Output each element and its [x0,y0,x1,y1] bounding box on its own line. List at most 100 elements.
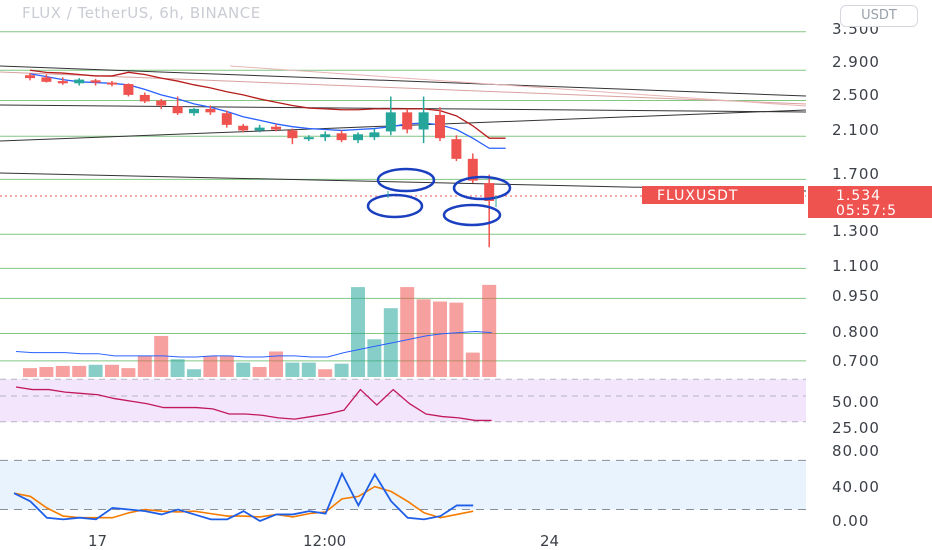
volume-bar [23,368,37,377]
candle-body [484,183,495,201]
volume-bar [318,369,333,377]
last-price-badge-bg [808,186,932,218]
stoch-k-line [13,471,474,522]
price-tick-label: 2.100 [832,121,880,139]
candle-body [418,112,429,130]
volume-bar [465,352,480,377]
candle-body [57,81,68,84]
volume-ma-line [15,330,492,358]
price-tick-label: 0.700 [832,352,880,370]
candle-body [221,113,232,125]
rsi-tick-label: 25.00 [832,419,880,437]
volume-bar [72,365,87,377]
price-tick-label: 2.500 [832,86,880,104]
volume-bar [449,302,464,377]
volume-bar [351,287,365,377]
volume-bar [236,362,251,377]
time-axis[interactable]: 17 12:00 24 [88,532,559,550]
candle-body [353,134,363,141]
time-tick-label: 24 [540,532,559,550]
stoch-rsi-pane [13,471,474,522]
candle-body [467,158,478,181]
price-tick-label: 0.800 [832,323,880,341]
candle-body [369,132,380,138]
candle-body [238,125,249,131]
volume-bar [88,364,103,377]
trendline [0,71,807,105]
price-tick-label: 1.300 [832,222,880,240]
pane-decorations [0,31,806,511]
volume-bar [252,367,267,377]
candle-body [402,112,413,130]
candle-body [74,79,85,84]
candle-body [139,94,150,102]
candle-body [189,108,199,114]
stoch-band [0,460,806,510]
annotation-circle [376,167,436,193]
annotation-circle [366,193,424,219]
last-price-badge: 1.534 05:57:5 [808,186,932,219]
volume-bar [433,301,447,377]
chart-title: FLUX / TetherUS, 6h, BINANCE [22,4,261,22]
stoch-d-line [13,485,474,519]
candle-body [254,127,265,131]
stoch-axis[interactable]: 80.00 40.00 0.00 [832,442,880,530]
rsi-axis[interactable]: 50.00 25.00 [832,393,880,437]
candle-body [336,133,347,141]
rsi-tick-label: 50.00 [832,393,880,411]
currency-button[interactable]: USDT [840,5,918,27]
bar-countdown: 05:57:5 [836,203,897,219]
volume-bar [400,287,415,377]
time-tick-label: 17 [88,532,107,550]
volume-bar [334,363,349,377]
volume-bar [121,368,136,377]
stoch-tick-label: 40.00 [832,478,880,496]
candle-body [41,77,52,82]
volume-bar [203,355,218,377]
candle-body [451,139,462,159]
price-tick-label: 1.100 [832,257,880,275]
volume-bar [482,284,497,377]
volume-bar [154,335,169,377]
stoch-tick-label: 80.00 [832,442,880,460]
volume-bar [105,364,119,377]
candle-body [435,114,445,139]
candle-body [123,84,134,95]
candle-body [271,126,281,130]
candle-body [303,137,314,140]
volume-bar [187,369,201,377]
rsi-band [0,379,806,422]
annotation-circle [452,175,512,201]
volume-bar [367,339,382,377]
volume-bar [301,362,316,377]
volume-pane [15,284,497,377]
symbol-price-tag: FLUXUSDT [642,186,804,204]
volume-bar [39,367,54,377]
annotation-circle [442,203,502,227]
candlestick-series[interactable] [25,73,495,248]
volume-bar [219,355,234,377]
candle-body [90,80,101,83]
volume-bar [137,355,152,377]
rsi-line [15,386,492,422]
candle-body [156,100,167,106]
trendline [229,65,807,107]
candle-body [320,134,331,138]
volume-bar [416,299,431,377]
stoch-tick-label: 0.00 [832,512,869,530]
candle-body [25,75,35,79]
symbol-tag-bg [642,186,804,204]
candle-body [107,82,117,85]
last-price-value: 1.534 [836,188,881,204]
annotation-circles[interactable] [366,167,512,227]
volume-bar [269,351,283,377]
candle-body [287,130,298,139]
price-tick-label: 2.900 [832,53,880,71]
rsi-pane [15,386,492,422]
price-tick-label: 0.950 [832,287,880,305]
price-tick-label: 1.700 [832,165,880,183]
volume-bar [55,365,70,377]
symbol-tag-text: FLUXUSDT [657,188,738,204]
volume-bar [170,359,185,377]
